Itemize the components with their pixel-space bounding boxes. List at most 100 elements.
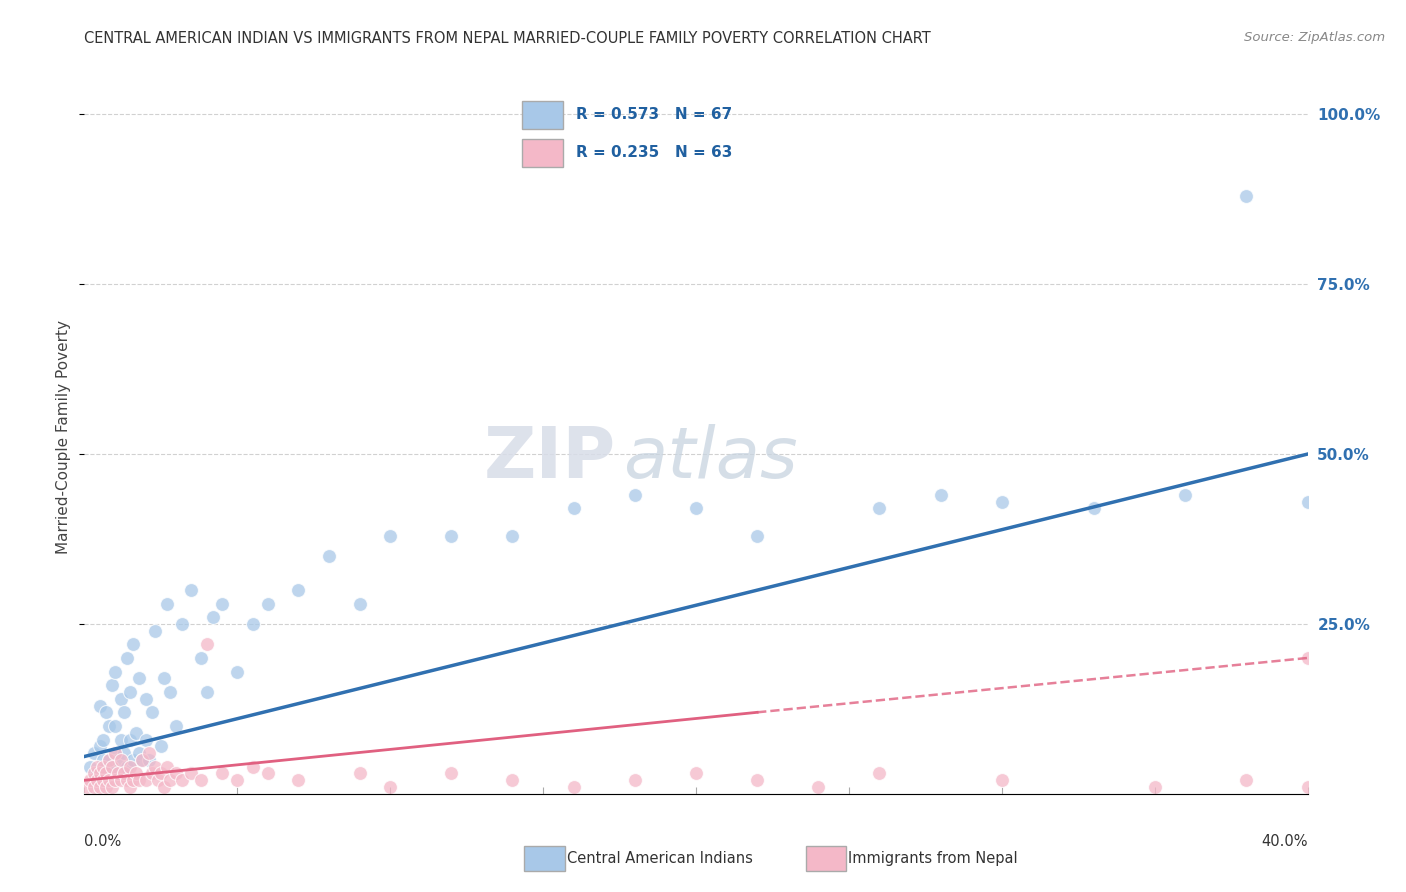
Point <box>195 637 218 651</box>
Point <box>165 719 187 733</box>
Point <box>83 746 105 760</box>
Point <box>211 597 233 611</box>
Y-axis label: Married-Couple Family Poverty: Married-Couple Family Poverty <box>56 320 72 554</box>
Point <box>141 766 163 780</box>
Point <box>110 732 132 747</box>
Point <box>991 773 1014 788</box>
Point <box>562 501 585 516</box>
Point <box>104 746 127 760</box>
FancyBboxPatch shape <box>522 101 564 129</box>
Point <box>747 773 769 788</box>
Point <box>149 766 172 780</box>
Point <box>112 766 135 780</box>
Point <box>97 719 120 733</box>
Point <box>89 739 111 754</box>
Point <box>101 760 124 774</box>
Point <box>165 766 187 780</box>
Point <box>135 773 157 788</box>
Text: ZIP: ZIP <box>484 424 616 493</box>
Point <box>226 773 249 788</box>
Point <box>991 494 1014 508</box>
Point <box>349 766 371 780</box>
Point <box>101 678 124 692</box>
Point <box>153 671 176 685</box>
Point <box>120 760 142 774</box>
Point <box>143 624 166 638</box>
Point <box>120 780 142 794</box>
Text: R = 0.235   N = 63: R = 0.235 N = 63 <box>576 145 733 161</box>
Point <box>91 732 114 747</box>
Point <box>211 766 233 780</box>
Point <box>1174 488 1197 502</box>
Point <box>115 651 138 665</box>
Point <box>502 773 524 788</box>
Point <box>318 549 340 563</box>
Point <box>94 706 117 720</box>
Point <box>104 719 127 733</box>
Point <box>104 665 127 679</box>
Point <box>135 691 157 706</box>
Point <box>440 766 463 780</box>
Point <box>380 528 402 542</box>
Point <box>112 746 135 760</box>
Point <box>180 582 202 597</box>
Point <box>97 773 120 788</box>
Point <box>149 739 172 754</box>
Point <box>91 760 114 774</box>
Point <box>1143 780 1166 794</box>
Point <box>131 753 153 767</box>
Point <box>257 766 280 780</box>
Point <box>502 528 524 542</box>
Point <box>138 753 160 767</box>
Point <box>138 746 160 760</box>
Point <box>122 773 145 788</box>
Point <box>1296 780 1319 794</box>
Point <box>89 698 111 713</box>
Text: Central American Indians: Central American Indians <box>567 851 752 865</box>
Point <box>89 780 111 794</box>
Point <box>107 766 129 780</box>
Point <box>104 746 127 760</box>
Point <box>110 773 132 788</box>
Point <box>86 766 108 780</box>
Text: 40.0%: 40.0% <box>1261 834 1308 849</box>
Point <box>101 760 124 774</box>
Point <box>159 685 181 699</box>
Point <box>287 773 309 788</box>
Point <box>94 760 117 774</box>
Point <box>110 753 132 767</box>
Text: Source: ZipAtlas.com: Source: ZipAtlas.com <box>1244 31 1385 45</box>
Point <box>128 746 150 760</box>
Point <box>86 773 108 788</box>
Point <box>141 706 163 720</box>
Point <box>190 773 212 788</box>
Point <box>89 766 111 780</box>
Point <box>156 760 179 774</box>
Point <box>143 760 166 774</box>
Point <box>1236 773 1258 788</box>
Point <box>115 760 138 774</box>
Point <box>869 766 891 780</box>
Point <box>562 780 585 794</box>
Text: Immigrants from Nepal: Immigrants from Nepal <box>848 851 1018 865</box>
Point <box>190 651 212 665</box>
Point <box>107 753 129 767</box>
Point <box>242 760 264 774</box>
Text: atlas: atlas <box>623 424 797 493</box>
Point <box>128 671 150 685</box>
Text: 0.0%: 0.0% <box>84 834 121 849</box>
Point <box>122 637 145 651</box>
Point <box>76 780 98 794</box>
Point <box>122 753 145 767</box>
Point <box>91 753 114 767</box>
Point <box>125 766 148 780</box>
Point <box>685 501 707 516</box>
Text: CENTRAL AMERICAN INDIAN VS IMMIGRANTS FROM NEPAL MARRIED-COUPLE FAMILY POVERTY C: CENTRAL AMERICAN INDIAN VS IMMIGRANTS FR… <box>84 31 931 46</box>
Point <box>201 610 224 624</box>
FancyBboxPatch shape <box>522 138 564 167</box>
Point <box>380 780 402 794</box>
Point <box>97 753 120 767</box>
Point <box>83 766 105 780</box>
Point <box>120 732 142 747</box>
Point <box>242 617 264 632</box>
